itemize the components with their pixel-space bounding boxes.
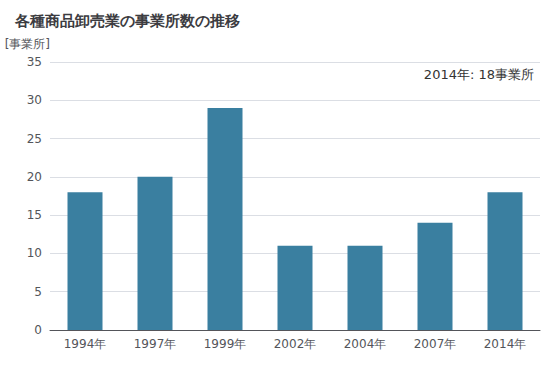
svg-text:[事業所]: [事業所] (5, 37, 50, 51)
svg-text:25: 25 (27, 132, 42, 146)
svg-text:20: 20 (27, 170, 42, 184)
svg-text:各種商品卸売業の事業所数の推移: 各種商品卸売業の事業所数の推移 (14, 12, 240, 30)
svg-text:15: 15 (27, 208, 42, 222)
svg-text:2014年: 18事業所: 2014年: 18事業所 (424, 67, 534, 82)
svg-text:35: 35 (27, 55, 42, 69)
svg-text:2014年: 2014年 (484, 337, 527, 351)
svg-text:0: 0 (34, 323, 42, 337)
svg-text:2002年: 2002年 (274, 337, 317, 351)
svg-text:10: 10 (27, 246, 42, 260)
svg-text:30: 30 (27, 93, 42, 107)
svg-text:1994年: 1994年 (64, 337, 107, 351)
svg-text:2004年: 2004年 (344, 337, 387, 351)
svg-text:1997年: 1997年 (134, 337, 177, 351)
svg-text:5: 5 (34, 285, 42, 299)
svg-text:2007年: 2007年 (414, 337, 457, 351)
svg-text:1999年: 1999年 (204, 337, 247, 351)
